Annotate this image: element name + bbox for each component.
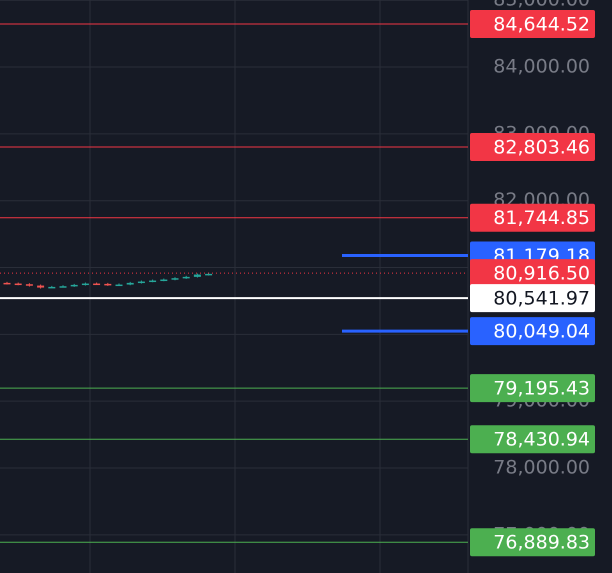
price-tag (470, 203, 595, 232)
price-tag-label: 84,644.52 (493, 13, 590, 35)
price-tag (470, 374, 595, 403)
price-tag-label: 80,916.50 (493, 263, 590, 285)
price-tag-label: 78,430.94 (493, 429, 590, 451)
price-tag (470, 9, 595, 38)
candle-body (115, 284, 123, 287)
price-tag (470, 317, 595, 346)
candle-body (149, 280, 157, 283)
candle-body (81, 283, 89, 286)
candle-body (137, 281, 145, 284)
candle-body (37, 285, 45, 288)
candle-body (104, 283, 112, 286)
price-tag-label: 76,889.83 (493, 532, 590, 554)
candle-body (205, 273, 213, 276)
candle-body (93, 283, 101, 286)
price-tag-label: 82,803.46 (493, 136, 590, 158)
y-tick-label: 84,000.00 (493, 56, 590, 78)
candle-body (182, 276, 190, 279)
candle-body (126, 282, 134, 285)
candle-body (193, 274, 201, 277)
price-tag (470, 132, 595, 161)
y-tick-label: 85,000.00 (493, 0, 590, 11)
price-tag-label: 80,049.04 (493, 321, 590, 343)
price-tag-label: 81,744.85 (493, 207, 590, 229)
price-tag-label: 79,195.43 (493, 378, 590, 400)
candle-body (48, 286, 56, 289)
price-tag (470, 259, 595, 288)
y-tick-label: 78,000.00 (493, 457, 590, 479)
candle-body (3, 282, 11, 285)
candle-body (171, 278, 179, 280)
candle-body (160, 279, 168, 282)
price-tag-label: 80,541.97 (493, 288, 590, 310)
price-tag (470, 425, 595, 454)
candle-body (25, 284, 33, 286)
candle-body (70, 284, 78, 287)
candle-body (59, 286, 67, 288)
price-tag (470, 528, 595, 557)
price-tag (470, 284, 595, 313)
candle-body (14, 283, 22, 286)
